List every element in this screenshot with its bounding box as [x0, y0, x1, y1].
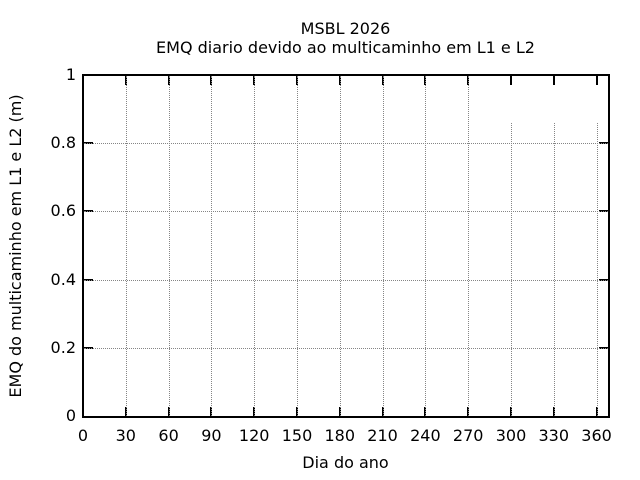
vertical-gridline — [553, 122, 555, 416]
vertical-gridline — [339, 76, 341, 416]
x-tick-label: 210 — [367, 426, 398, 445]
chart-title-block: MSBL 2026 EMQ diario devido ao multicami… — [83, 19, 608, 57]
x-tick-label: 0 — [77, 426, 89, 445]
x-tick-label: 90 — [201, 426, 222, 445]
chart-subtitle: EMQ diario devido ao multicaminho em L1 … — [156, 38, 535, 57]
y-tick-label: 0.4 — [50, 269, 76, 289]
vertical-gridline — [468, 76, 470, 416]
vertical-gridline — [125, 76, 127, 416]
x-tick-label: 60 — [158, 426, 179, 445]
y-tick-label: 0.6 — [50, 201, 76, 221]
vertical-gridline — [425, 76, 427, 416]
x-tick-label: 360 — [581, 426, 612, 445]
vertical-gridline — [596, 122, 598, 416]
horizontal-gridline — [84, 211, 608, 213]
y-axis-label: EMQ do multicaminho em L1 e L2 (m) — [6, 94, 25, 398]
y-tick-label: 0.8 — [50, 133, 76, 153]
horizontal-gridline — [84, 143, 608, 145]
x-tick-label: 300 — [495, 426, 527, 445]
horizontal-gridline — [84, 279, 608, 281]
x-tick-mark-top — [509, 76, 512, 85]
x-tick-label: 330 — [538, 426, 570, 445]
y-tick-label: 1 — [65, 65, 76, 84]
x-tick-mark-top — [595, 76, 598, 85]
x-tick-mark-top — [552, 76, 555, 85]
vertical-gridline — [168, 76, 170, 416]
vertical-gridline — [382, 76, 384, 416]
y-tick-label: 0.2 — [50, 337, 76, 357]
x-tick-label: 150 — [281, 426, 313, 445]
vertical-gridline — [296, 76, 298, 416]
x-tick-label: 30 — [115, 426, 136, 445]
x-tick-label: 240 — [410, 426, 441, 445]
horizontal-gridline — [84, 347, 608, 349]
x-tick-label: 270 — [452, 426, 484, 445]
vertical-gridline — [510, 122, 512, 416]
x-tick-label: 180 — [324, 426, 356, 445]
vertical-gridline — [254, 76, 256, 416]
plot-frame — [82, 74, 610, 418]
chart-title: MSBL 2026 — [300, 19, 391, 38]
x-tick-label: 120 — [238, 426, 270, 445]
y-tick-label: 0 — [65, 406, 76, 425]
x-axis-label: Dia do ano — [302, 453, 389, 472]
vertical-gridline — [211, 76, 213, 416]
